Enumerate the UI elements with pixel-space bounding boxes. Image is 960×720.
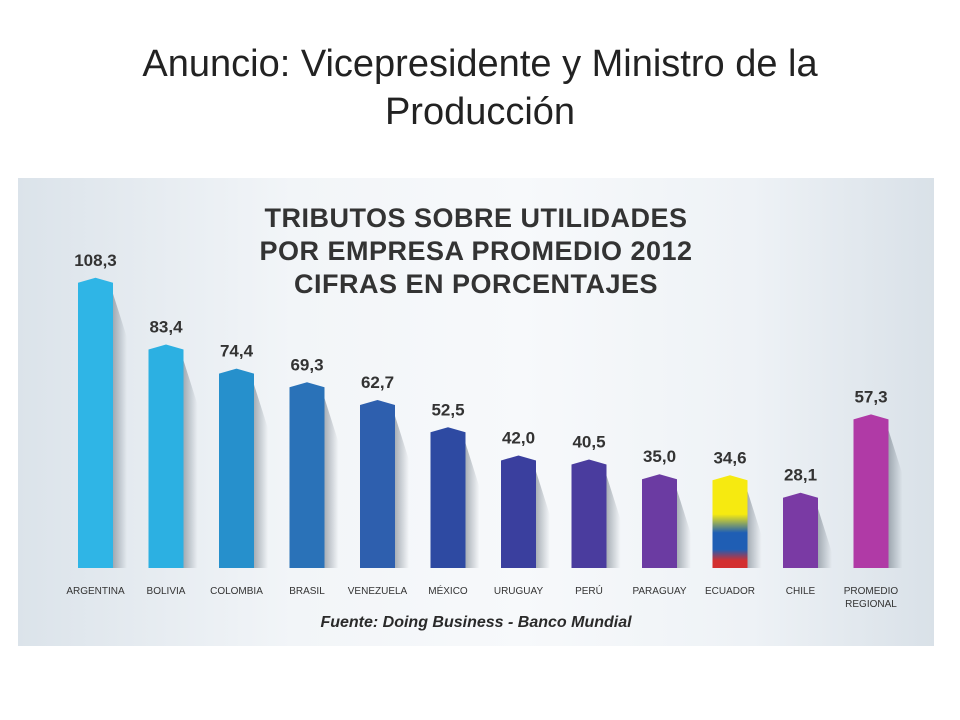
chart-panel: TRIBUTOS SOBRE UTILIDADES POR EMPRESA PR… — [18, 178, 934, 646]
category-label: VENEZUELA — [348, 586, 408, 597]
value-label: 69,3 — [290, 355, 323, 374]
category-label: PERÚ — [575, 584, 603, 597]
value-label: 40,5 — [572, 432, 605, 451]
chart-title-line-1: TRIBUTOS SOBRE UTILIDADES — [264, 203, 688, 233]
bar-shadow — [465, 443, 480, 568]
value-label: 28,1 — [784, 466, 817, 485]
bar-venezuela — [360, 399, 395, 568]
category-label: ECUADOR — [705, 586, 755, 597]
bar-shadow — [395, 415, 409, 568]
value-label: 52,5 — [431, 400, 464, 419]
bar-shadow — [113, 293, 127, 568]
value-label: 62,7 — [361, 373, 394, 392]
chart-title-line-3: CIFRAS EN PORCENTAJES — [293, 269, 659, 299]
bar-méxico — [430, 427, 466, 568]
category-label: BRASIL — [289, 586, 325, 597]
slide-title: Anuncio: Vicepresidente y Ministro de la… — [142, 43, 818, 133]
chart-source: Fuente: Doing Business - Banco Mundial — [320, 614, 632, 631]
bar-perú — [571, 459, 607, 568]
bar-paraguay — [642, 474, 677, 568]
bar-shadow — [888, 430, 903, 568]
bar-shadow — [254, 384, 268, 568]
bar-shadow — [677, 490, 691, 568]
bar-colombia — [219, 368, 254, 568]
bar-brasil — [289, 382, 325, 568]
chart-title-line-2: POR EMPRESA PROMEDIO 2012 — [259, 236, 693, 266]
category-label: MÉXICO — [428, 584, 468, 597]
bar-shadow — [747, 491, 762, 568]
bar-shadow — [324, 398, 339, 568]
category-label: REGIONAL — [845, 599, 897, 610]
category-label: PARAGUAY — [632, 586, 686, 597]
bar-shadow — [606, 475, 621, 568]
bar-bolivia — [148, 344, 184, 568]
category-label: COLOMBIA — [210, 586, 263, 597]
bar-ecuador — [712, 475, 748, 568]
bar-chile — [783, 492, 818, 568]
value-label: 57,3 — [854, 387, 887, 406]
value-label: 108,3 — [74, 251, 117, 270]
value-label: 83,4 — [149, 317, 183, 336]
chart-title: TRIBUTOS SOBRE UTILIDADES POR EMPRESA PR… — [18, 202, 934, 301]
bar-shadow — [536, 471, 550, 568]
bar-shadow — [818, 508, 832, 568]
category-label: ARGENTINA — [66, 586, 125, 597]
category-label: URUGUAY — [494, 586, 544, 597]
value-label: 42,0 — [502, 428, 535, 447]
category-label: BOLIVIA — [147, 586, 186, 597]
bar-shadow — [183, 360, 198, 568]
value-label: 35,0 — [643, 447, 676, 466]
bar-promedio-regional — [853, 414, 889, 568]
bar-argentina — [78, 277, 113, 568]
bar-chart: 108,3 ARGENTINA 83,4 BOLIVIA 74,4 COLOMBIA 69,… — [66, 251, 903, 610]
bar-uruguay — [501, 455, 536, 568]
category-label: PROMEDIO — [844, 586, 899, 597]
value-label: 34,6 — [713, 448, 746, 467]
category-label: CHILE — [786, 586, 816, 597]
value-label: 74,4 — [220, 342, 254, 361]
